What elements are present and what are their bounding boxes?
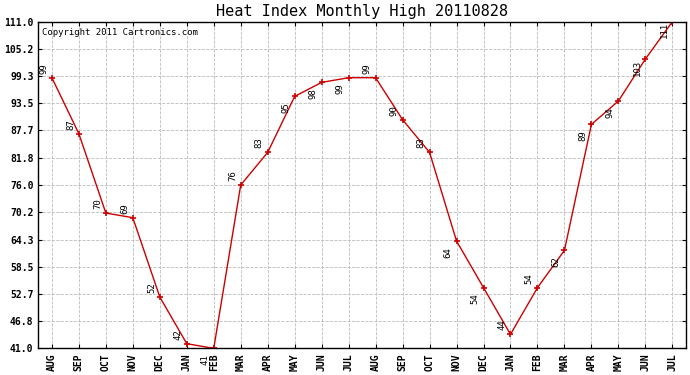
Text: 103: 103	[633, 60, 642, 76]
Text: 41: 41	[201, 354, 210, 365]
Text: 83: 83	[255, 138, 264, 148]
Text: 54: 54	[471, 294, 480, 304]
Text: 64: 64	[444, 247, 453, 258]
Text: 99: 99	[39, 63, 48, 74]
Text: 89: 89	[579, 130, 588, 141]
Text: 76: 76	[228, 170, 237, 181]
Text: 62: 62	[551, 256, 560, 267]
Text: 70: 70	[93, 198, 102, 209]
Text: 87: 87	[66, 119, 75, 129]
Text: 52: 52	[147, 282, 156, 293]
Text: 98: 98	[309, 88, 318, 99]
Text: 90: 90	[390, 105, 399, 116]
Text: 94: 94	[606, 107, 615, 118]
Text: 95: 95	[282, 102, 291, 113]
Text: Copyright 2011 Cartronics.com: Copyright 2011 Cartronics.com	[41, 28, 197, 37]
Text: 83: 83	[417, 138, 426, 148]
Title: Heat Index Monthly High 20110828: Heat Index Monthly High 20110828	[216, 4, 508, 19]
Text: 111: 111	[660, 22, 669, 38]
Text: 99: 99	[363, 63, 372, 74]
Text: 44: 44	[497, 320, 506, 330]
Text: 42: 42	[174, 329, 183, 339]
Text: 69: 69	[120, 203, 129, 213]
Text: 99: 99	[336, 84, 345, 94]
Text: 54: 54	[524, 273, 533, 284]
